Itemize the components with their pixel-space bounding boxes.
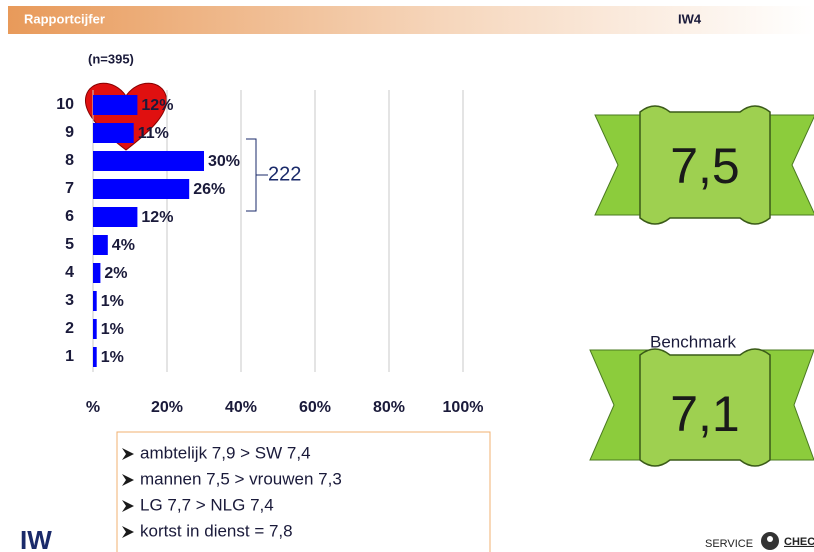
bar: [93, 319, 97, 339]
value-label: 1%: [101, 293, 124, 310]
bar: [93, 95, 138, 115]
header-band: [8, 6, 814, 34]
note-item: LG 7,7 > NLG 7,4: [140, 495, 274, 514]
value-label: 1%: [101, 321, 124, 338]
x-tick-label: 60%: [299, 399, 331, 416]
note-item: mannen 7,5 > vrouwen 7,3: [140, 469, 342, 488]
bar: [93, 235, 108, 255]
logo-right-icon-dot: [767, 536, 773, 542]
notes-box: [116, 431, 491, 552]
bullet-arrow: [122, 500, 134, 512]
x-tick-label: %: [86, 399, 100, 416]
bullet-arrow: [122, 526, 134, 538]
bar: [93, 263, 101, 283]
y-tick-label: 7: [65, 180, 74, 197]
logo-left: IW: [20, 525, 52, 552]
bracket: [246, 138, 268, 212]
notes-list: ambtelijk 7,9 > SW 7,4 mannen 7,5 > vrouw…: [122, 443, 342, 540]
x-tick-label: 40%: [225, 399, 257, 416]
bar: [93, 151, 204, 171]
x-tick-label: 80%: [373, 399, 405, 416]
value-label: 4%: [112, 237, 135, 254]
bar: [93, 291, 97, 311]
sample-note: (n=395): [88, 51, 134, 66]
x-tick-label: 20%: [151, 399, 183, 416]
value-label: 12%: [141, 97, 173, 114]
bar: [93, 123, 134, 143]
y-tick-label: 10: [56, 96, 74, 113]
y-tick-label: 8: [65, 152, 74, 169]
bullet-arrow: [122, 448, 134, 460]
annotation: 222: [268, 163, 301, 185]
value-label: 11%: [138, 125, 169, 142]
value-label: 30%: [208, 153, 240, 170]
header-code: IW4: [678, 11, 702, 26]
bar: [93, 207, 138, 227]
logo-right-service: SERVICE: [705, 538, 753, 550]
y-tick-label: 6: [65, 208, 74, 225]
score-badge: 7,5: [594, 105, 814, 225]
bar-chart: % 20% 40% 60% 80% 100%10 12%9 11%8 30%7 26%6 12%5 4…: [56, 90, 483, 416]
x-tick-label: 100%: [443, 399, 484, 416]
bar: [93, 179, 190, 199]
bar: [93, 347, 97, 367]
value-label: 12%: [141, 209, 173, 226]
header-title: Rapportcijfer: [24, 11, 105, 26]
bullet-arrow: [122, 474, 134, 486]
value-label: 2%: [104, 265, 127, 282]
score-value: 7,5: [670, 138, 740, 194]
y-tick-label: 1: [65, 348, 74, 365]
benchmark-badge: 7,1: [589, 348, 814, 467]
value-label: 1%: [101, 349, 124, 366]
y-tick-label: 4: [65, 264, 74, 281]
y-tick-label: 3: [65, 292, 74, 309]
benchmark-label: Benchmark: [650, 332, 736, 351]
y-tick-label: 2: [65, 320, 74, 337]
logo-right-check: CHECK: [784, 536, 814, 548]
y-tick-label: 5: [65, 236, 74, 253]
benchmark-value: 7,1: [670, 386, 740, 442]
note-item: ambtelijk 7,9 > SW 7,4: [140, 443, 311, 462]
note-item: kortst in dienst = 7,8: [140, 521, 293, 540]
y-tick-label: 9: [65, 124, 74, 141]
value-label: 26%: [193, 181, 225, 198]
